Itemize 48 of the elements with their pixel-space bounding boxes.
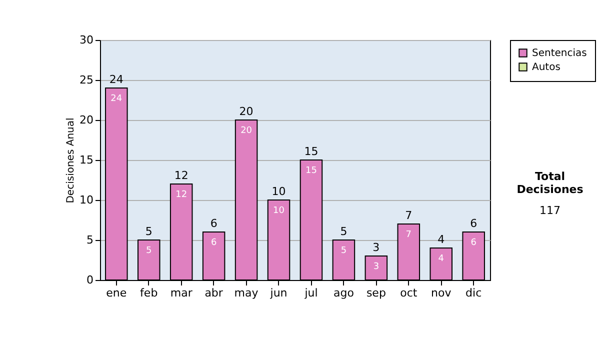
data-label: 10 [273,206,285,216]
legend-label: Sentencias [532,48,587,59]
x-tick-label: sep [366,286,386,300]
total-label: 6 [470,217,478,230]
total-label: 6 [210,217,218,230]
total-label: 12 [174,169,188,182]
y-tick-label: 25 [80,74,94,86]
x-tick-label: jun [269,286,288,300]
x-tick-label: feb [140,286,158,300]
data-label: 6 [470,238,477,248]
total-label: 24 [109,73,124,86]
data-label: 5 [340,246,347,256]
text: 117 [538,204,562,217]
x-tick-label: mar [170,286,193,300]
y-axis-title: Decisiones Anual [66,118,77,204]
x-tick-label: nov [431,286,452,300]
total-label: 10 [272,185,286,198]
x-tick-label: dic [466,286,482,300]
x-tick-label: oct [400,286,418,300]
x-tick-label: jul [304,286,318,300]
data-label: 12 [176,190,188,200]
x-tick-label: ago [333,286,354,300]
legend-label: Autos [532,62,560,73]
y-tick-label: 10 [80,194,94,206]
text: Total Decisiones [516,170,584,196]
x-tick-label: may [234,286,259,300]
total-label: 15 [304,145,318,158]
data-label: 24 [110,94,122,104]
data-label: 6 [210,238,217,248]
total-label: 4 [438,233,445,246]
y-tick-label: 30 [80,34,94,46]
data-label: 5 [146,246,152,256]
x-tick-label: abr [204,286,224,300]
y-tick-label: 0 [86,274,94,286]
y-tick-label: 15 [80,154,94,166]
x-tick-label: ene [106,286,127,300]
data-label: 4 [438,254,444,264]
data-label: 3 [373,262,380,272]
data-label: 7 [406,230,412,240]
total-label: 5 [145,225,152,238]
y-tick-label: 5 [86,234,94,246]
total-label: 20 [239,105,254,118]
total-label: 5 [340,225,348,238]
y-tick-label: 20 [80,114,94,126]
data-label: 15 [306,166,317,176]
total-label: 3 [372,241,380,254]
total-label: 7 [405,209,412,222]
data-label: 20 [240,126,252,136]
